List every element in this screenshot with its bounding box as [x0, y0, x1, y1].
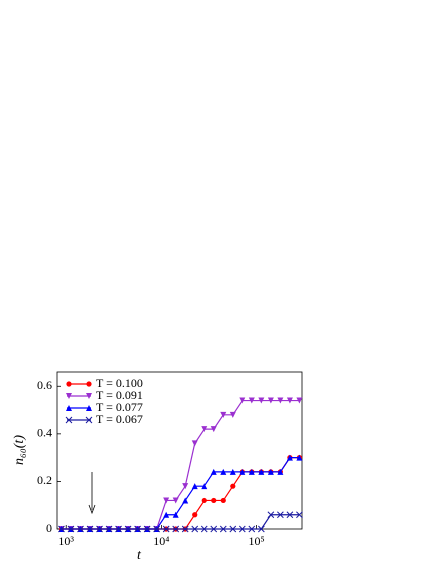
marker	[153, 525, 161, 533]
marker	[267, 468, 274, 475]
marker	[86, 525, 94, 533]
marker	[124, 525, 132, 533]
marker	[96, 525, 103, 533]
plot-frame	[56, 371, 303, 530]
marker	[172, 511, 179, 518]
marker	[220, 468, 227, 475]
marker	[229, 411, 236, 418]
marker	[86, 393, 92, 399]
marker	[211, 497, 217, 504]
marker	[258, 397, 265, 404]
marker	[182, 497, 189, 504]
legend-label: T = 0.077	[96, 400, 143, 414]
marker	[85, 416, 93, 424]
marker	[220, 497, 226, 504]
marker	[66, 393, 72, 399]
marker	[201, 497, 207, 504]
marker	[182, 483, 189, 490]
y-tick-label: 0.6	[37, 378, 52, 392]
legend-label: T = 0.091	[96, 388, 143, 402]
marker	[181, 525, 189, 533]
marker	[220, 411, 227, 418]
x-tick-label: 10⁴	[153, 534, 169, 548]
marker	[105, 525, 113, 533]
marker	[162, 525, 170, 533]
marker	[277, 397, 284, 404]
marker	[191, 525, 199, 533]
marker	[86, 381, 92, 387]
marker	[115, 525, 122, 533]
marker	[58, 525, 65, 533]
marker	[229, 525, 237, 533]
marker	[143, 525, 151, 533]
marker	[239, 397, 246, 404]
marker	[296, 511, 303, 519]
marker	[86, 405, 92, 411]
marker	[238, 525, 246, 533]
marker	[66, 381, 72, 387]
marker	[67, 525, 75, 533]
marker	[286, 397, 293, 404]
marker	[239, 468, 246, 475]
marker	[248, 397, 255, 404]
marker	[66, 405, 72, 411]
marker	[65, 416, 73, 424]
marker	[257, 525, 265, 533]
marker	[248, 525, 256, 533]
marker	[192, 512, 198, 518]
arrow-annotation	[88, 472, 96, 515]
marker	[163, 497, 170, 504]
marker	[172, 525, 180, 533]
marker	[258, 468, 265, 475]
marker	[219, 525, 227, 533]
marker	[210, 426, 217, 433]
marker	[248, 468, 255, 475]
x-tick-label: 10⁵	[248, 534, 264, 548]
marker	[229, 468, 236, 475]
series	[58, 511, 303, 533]
y-tick-label: 0	[46, 521, 52, 535]
y-tick-label: 0.2	[37, 473, 52, 487]
x-tick-label: 10³	[58, 534, 74, 548]
marker	[172, 497, 179, 504]
marker	[277, 511, 284, 519]
marker	[296, 397, 303, 404]
marker	[230, 483, 236, 489]
marker	[296, 454, 303, 461]
marker	[134, 525, 141, 533]
marker	[200, 525, 208, 533]
series-line	[61, 514, 300, 530]
y-tick-label: 0.4	[37, 426, 52, 440]
marker	[277, 468, 284, 475]
marker	[210, 525, 218, 533]
marker	[267, 397, 274, 404]
marker	[210, 468, 217, 475]
marker	[191, 440, 198, 447]
marker	[191, 483, 198, 490]
legend-label: T = 0.067	[96, 412, 143, 426]
x-axis-label: t	[137, 548, 142, 563]
marker	[77, 525, 84, 533]
y-axis-label: n₆₀(t)	[12, 435, 27, 465]
marker	[201, 483, 208, 490]
marker	[163, 511, 170, 518]
marker	[286, 511, 294, 519]
marker	[267, 511, 275, 519]
marker	[201, 426, 208, 433]
legend-label: T = 0.100	[96, 376, 143, 390]
marker	[286, 454, 293, 461]
